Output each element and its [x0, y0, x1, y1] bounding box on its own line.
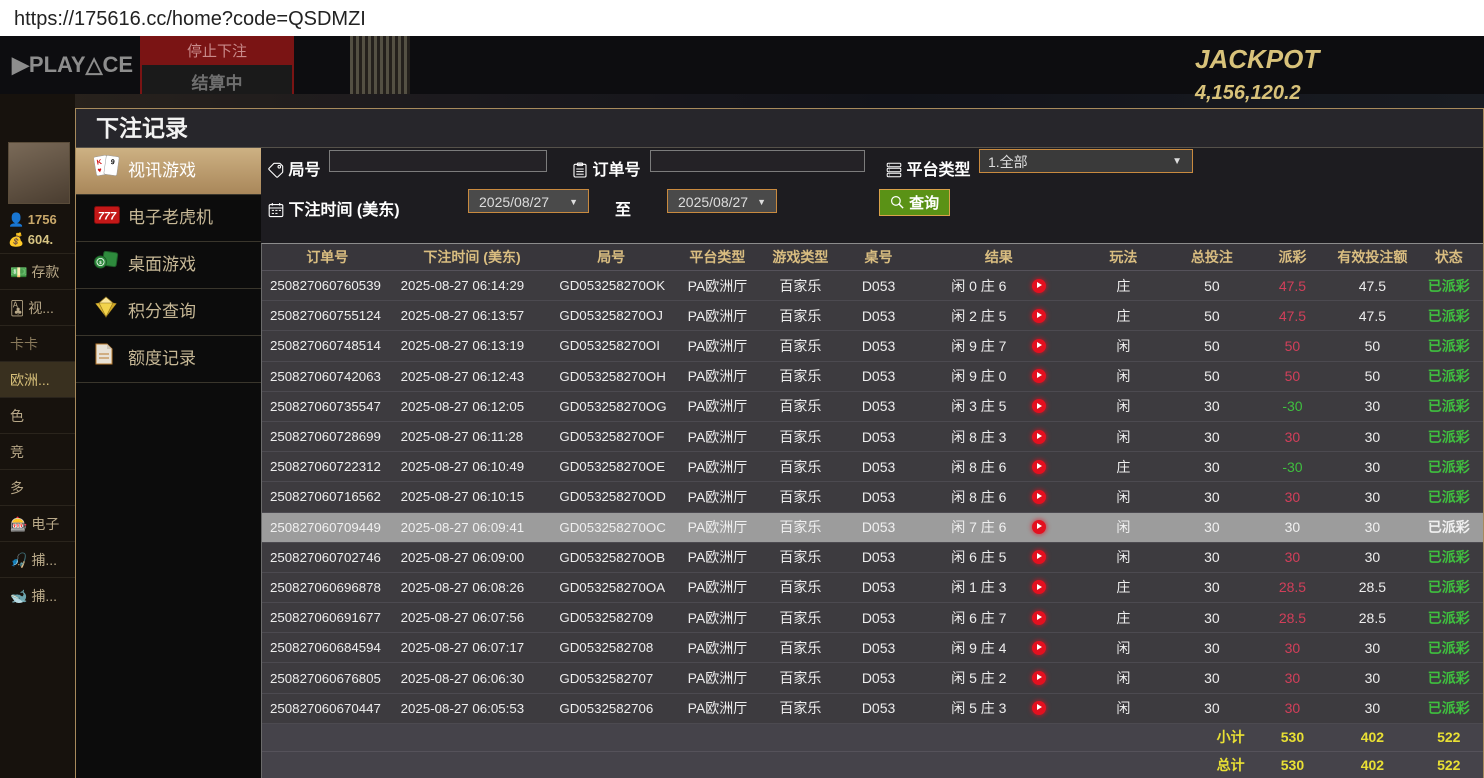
svg-text:777: 777 — [98, 210, 117, 222]
